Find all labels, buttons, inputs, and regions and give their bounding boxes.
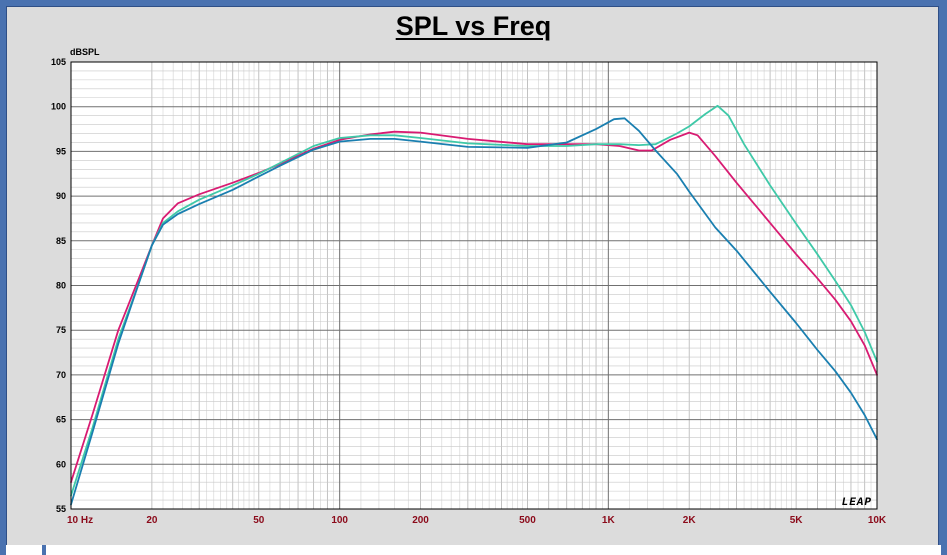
y-tick-label: 80 [56,281,66,291]
x-tick-label: 1K [602,515,616,526]
y-tick-labels: 55 60 65 70 75 80 85 90 95 100 105 [51,57,66,514]
major-grid [71,62,877,509]
y-tick-label: 85 [56,236,66,246]
chart-title: SPL vs Freq [395,11,552,41]
leap-watermark: LEAP [842,497,872,509]
x-tick-label: 50 [253,515,265,526]
x-tick-label: 20 [146,515,158,526]
y-tick-label: 100 [51,102,66,112]
y-axis-label: dBSPL [70,47,100,57]
x-tick-label: 500 [519,515,536,526]
x-tick-label: 100 [331,515,348,526]
y-tick-label: 55 [56,504,66,514]
x-tick-label: 200 [412,515,429,526]
y-tick-label: 105 [51,57,66,67]
y-tick-label: 90 [56,191,66,201]
y-tick-label: 75 [56,325,66,335]
y-tick-label: 70 [56,370,66,380]
bottom-strip [6,545,941,555]
x-tick-label: 10 Hz [67,515,93,526]
plot-border [70,61,878,510]
bottom-strip-marker [42,545,46,555]
series-line-1 [70,130,878,484]
x-tick-label: 2K [683,515,697,526]
x-tick-label: 5K [790,515,804,526]
y-tick-label: 60 [56,459,66,469]
x-tick-labels: 10 Hz 20 50 100 200 500 1K 2K 5K 10K [67,515,887,526]
y-tick-label: 95 [56,146,66,156]
series-line-3 [70,117,878,506]
y-tick-label: 65 [56,415,66,425]
x-tick-label: 10K [868,515,887,526]
series-layer [70,104,878,506]
